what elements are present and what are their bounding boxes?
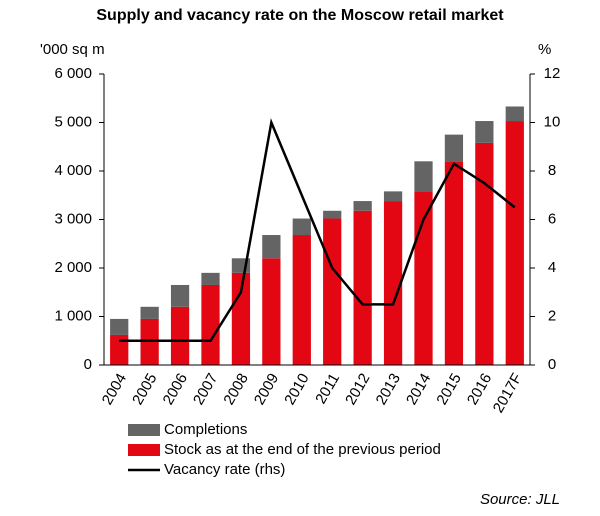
y-axis-label: '000 sq m: [40, 41, 105, 58]
y-tick-label: 6 000: [54, 65, 92, 82]
x-tick-label: 2014: [403, 370, 434, 407]
vacancy-line: [119, 118, 516, 342]
legend-swatch: [128, 424, 160, 436]
bar: [444, 134, 464, 162]
bar: [170, 284, 190, 307]
legend-label: Completions: [164, 421, 247, 438]
x-tick-label: 2016: [464, 370, 495, 407]
bar: [505, 106, 524, 122]
y-tick-label: 3 000: [54, 210, 92, 227]
bar: [383, 201, 403, 365]
bar: [262, 258, 281, 365]
y-tick-label: 2 000: [54, 259, 92, 276]
y-tick-label: 5 000: [54, 113, 92, 130]
y2-tick-label: 12: [544, 65, 561, 82]
legend-label: Vacancy rate (rhs): [164, 461, 285, 478]
legend-label: Stock as at the end of the previous peri…: [164, 441, 441, 458]
legend-swatch: [128, 444, 160, 456]
y2-tick-label: 0: [548, 356, 556, 373]
x-tick-label: 2015: [433, 370, 464, 407]
bar: [140, 306, 159, 319]
x-tick-label: 2011: [312, 370, 343, 406]
y-tick-label: 1 000: [54, 307, 92, 324]
y2-axis-label: %: [538, 41, 551, 58]
bar: [444, 161, 464, 365]
y-tick-label: 0: [84, 356, 92, 373]
x-tick-label: 2004: [99, 370, 130, 407]
x-tick-label: 2013: [373, 370, 404, 407]
y2-tick-label: 2: [548, 307, 556, 324]
bar: [110, 334, 129, 365]
x-tick-label: 2006: [160, 370, 191, 407]
y-tick-label: 4 000: [54, 162, 92, 179]
chart-title: Supply and vacancy rate on the Moscow re…: [96, 7, 504, 24]
bar: [353, 210, 372, 365]
x-tick-label: 2005: [129, 370, 160, 407]
bar: [170, 306, 190, 365]
x-tick-label: 2007: [190, 370, 221, 407]
x-tick-label: 2017F: [490, 370, 526, 415]
bar: [201, 284, 220, 365]
x-tick-label: 2009: [251, 370, 282, 407]
bar: [505, 121, 524, 365]
x-tick-label: 2010: [281, 370, 312, 407]
bar: [292, 235, 311, 365]
source: Source: JLL: [480, 491, 560, 508]
y2-tick-label: 6: [548, 210, 556, 227]
y2-tick-label: 10: [544, 113, 561, 130]
bar: [475, 121, 494, 143]
bar: [292, 218, 311, 236]
bar: [323, 210, 342, 219]
x-tick-label: 2012: [342, 370, 373, 407]
bar: [475, 142, 494, 365]
bar: [110, 318, 129, 335]
y2-tick-label: 4: [548, 259, 556, 276]
bar: [201, 272, 220, 285]
y2-tick-label: 8: [548, 162, 556, 179]
bar: [414, 161, 433, 192]
bar: [231, 272, 251, 365]
bar: [353, 201, 372, 211]
bar: [323, 218, 342, 365]
bar: [262, 235, 281, 259]
bar: [383, 191, 403, 202]
x-tick-label: 2008: [220, 370, 251, 407]
